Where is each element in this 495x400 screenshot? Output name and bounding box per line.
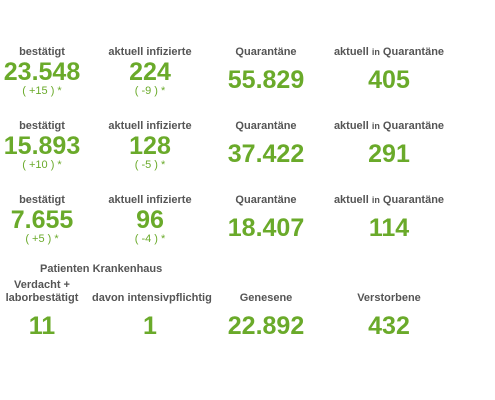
- quarantine-label: Quarantäne: [235, 46, 297, 58]
- active-label: aktuell infizierte: [108, 194, 192, 206]
- label-mid: in: [371, 121, 380, 131]
- quarantine-value: 18.407: [227, 214, 305, 242]
- current-quarantine-label: aktuell in Quarantäne: [326, 194, 452, 207]
- hospital-intensive: davon intensivpflichtig 1: [92, 292, 212, 340]
- hospital-recovered: Genesene 22.892: [216, 292, 316, 339]
- suspected-value: 11: [28, 312, 56, 340]
- intensive-label: davon intensivpflichtig: [92, 292, 212, 304]
- active-label: aktuell infizierte: [108, 120, 192, 132]
- quarantine-value: 55.829: [227, 66, 305, 94]
- quarantine-value: 37.422: [227, 140, 305, 168]
- current-quarantine-label: aktuell in Quarantäne: [326, 120, 452, 133]
- current-quarantine-value: 114: [368, 214, 410, 242]
- deceased-label: Verstorbene: [357, 292, 421, 304]
- hospital-deceased: Verstorbene 432: [326, 292, 452, 339]
- confirmed-value: 23.548: [3, 58, 81, 86]
- row1-current-quarantine: aktuell in Quarantäne 405: [326, 46, 452, 93]
- current-quarantine-value: 291: [368, 140, 410, 168]
- confirmed-change: ( +5 ) *: [25, 233, 59, 245]
- confirmed-change: ( +15 ) *: [22, 85, 62, 97]
- label-pre: aktuell: [333, 194, 369, 206]
- active-label: aktuell infizierte: [108, 46, 192, 58]
- label-mid: in: [371, 195, 380, 205]
- suspected-label-line1: Verdacht +: [14, 279, 70, 291]
- confirmed-label: bestätigt: [19, 46, 65, 58]
- row2-active: aktuell infizierte 128 ( -5 ) *: [100, 120, 200, 172]
- label-post: Quarantäne: [382, 194, 445, 206]
- row3-current-quarantine: aktuell in Quarantäne 114: [326, 194, 452, 241]
- label-pre: aktuell: [333, 46, 369, 58]
- confirmed-label: bestätigt: [19, 120, 65, 132]
- label-post: Quarantäne: [382, 120, 445, 132]
- hospital-suspected: Verdacht + laborbestätigt 11: [0, 279, 84, 339]
- active-change: ( -9 ) *: [134, 85, 166, 97]
- deceased-value: 432: [368, 312, 410, 340]
- active-value: 128: [129, 132, 171, 160]
- confirmed-label: bestätigt: [19, 194, 65, 206]
- row3-quarantine: Quarantäne 18.407: [216, 194, 316, 241]
- active-value: 96: [136, 206, 164, 234]
- current-quarantine-label: aktuell in Quarantäne: [326, 46, 452, 59]
- row3-active: aktuell infizierte 96 ( -4 ) *: [100, 194, 200, 246]
- quarantine-label: Quarantäne: [235, 120, 297, 132]
- quarantine-label: Quarantäne: [235, 194, 297, 206]
- label-mid: in: [371, 47, 380, 57]
- active-change: ( -5 ) *: [134, 159, 166, 171]
- hospital-section-title: Patienten Krankenhaus: [40, 263, 163, 275]
- row3-confirmed: bestätigt 7.655 ( +5 ) *: [0, 194, 84, 246]
- row2-current-quarantine: aktuell in Quarantäne 291: [326, 120, 452, 167]
- row1-confirmed: bestätigt 23.548 ( +15 ) *: [0, 46, 84, 98]
- active-value: 224: [129, 58, 171, 86]
- suspected-label-line2: laborbestätigt: [5, 292, 79, 304]
- confirmed-change: ( +10 ) *: [22, 159, 62, 171]
- row2-quarantine: Quarantäne 37.422: [216, 120, 316, 167]
- row1-quarantine: Quarantäne 55.829: [216, 46, 316, 93]
- confirmed-value: 15.893: [3, 132, 81, 160]
- recovered-value: 22.892: [227, 312, 305, 340]
- row1-active: aktuell infizierte 224 ( -9 ) *: [100, 46, 200, 98]
- label-post: Quarantäne: [382, 46, 445, 58]
- label-pre: aktuell: [333, 120, 369, 132]
- intensive-value: 1: [143, 312, 157, 340]
- row2-confirmed: bestätigt 15.893 ( +10 ) *: [0, 120, 84, 172]
- confirmed-value: 7.655: [10, 206, 74, 234]
- recovered-label: Genesene: [239, 292, 293, 304]
- current-quarantine-value: 405: [368, 66, 410, 94]
- active-change: ( -4 ) *: [134, 233, 166, 245]
